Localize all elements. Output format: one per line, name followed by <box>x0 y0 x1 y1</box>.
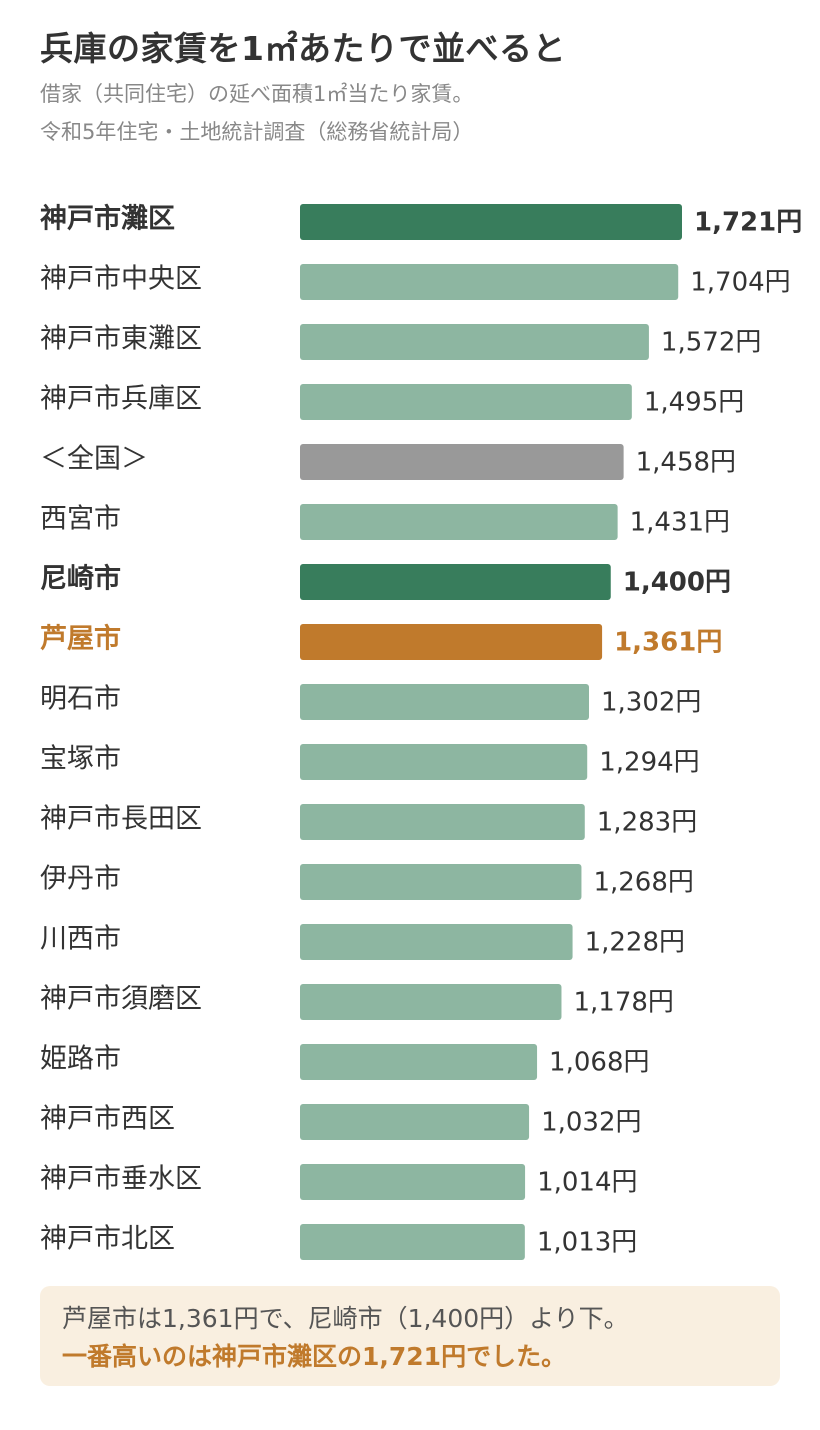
category-label: 神戸市垂水区 <box>40 1164 202 1195</box>
category-label: 神戸市長田区 <box>40 804 202 835</box>
bar <box>300 1104 530 1140</box>
chart-subtitle: 借家（共同住宅）の延べ面積1㎡当たり家賃。 <box>40 82 474 106</box>
bar <box>300 204 682 240</box>
value-label: 1,361円 <box>614 628 722 658</box>
value-label: 1,294円 <box>599 748 699 778</box>
bar <box>300 504 618 540</box>
value-label: 1,458円 <box>636 448 736 478</box>
bar <box>300 804 585 840</box>
category-label: 西宮市 <box>40 504 121 535</box>
category-label: 伊丹市 <box>40 864 121 895</box>
summary-note: 芦屋市は1,361円で、尼崎市（1,400円）より下。 一番高いのは神戸市灘区の… <box>40 1286 780 1386</box>
bar <box>300 1044 538 1080</box>
value-label: 1,721円 <box>694 208 802 238</box>
bar <box>300 444 624 480</box>
category-label: 神戸市須磨区 <box>40 984 202 1015</box>
bar <box>300 984 562 1020</box>
value-label: 1,178円 <box>573 988 673 1018</box>
value-label: 1,431円 <box>630 508 730 538</box>
chart-title: 兵庫の家賃を1㎡あたりで並べると <box>40 29 566 68</box>
bar <box>300 744 588 780</box>
bar <box>300 264 679 300</box>
value-label: 1,032円 <box>541 1108 641 1138</box>
value-label: 1,704円 <box>690 268 790 298</box>
bar <box>300 324 649 360</box>
value-label: 1,268円 <box>593 868 693 898</box>
value-label: 1,283円 <box>597 808 697 838</box>
value-label: 1,400円 <box>623 568 731 598</box>
category-label: 神戸市西区 <box>40 1104 175 1135</box>
value-label: 1,014円 <box>537 1168 637 1198</box>
bar <box>300 1224 525 1260</box>
bar <box>300 924 573 960</box>
bar <box>300 1164 526 1200</box>
bar <box>300 384 632 420</box>
category-label: 芦屋市 <box>40 623 121 655</box>
category-label: 姫路市 <box>40 1044 121 1075</box>
category-label: ＜全国＞ <box>40 444 148 475</box>
category-label: 神戸市灘区 <box>40 203 175 235</box>
value-label: 1,013円 <box>537 1228 637 1258</box>
note-line-2: 一番高いのは神戸市灘区の1,721円でした。 <box>62 1342 567 1371</box>
chart-source: 令和5年住宅・土地統計調査（総務省統計局） <box>40 120 474 144</box>
value-label: 1,495円 <box>644 388 744 418</box>
category-label: 明石市 <box>40 684 121 715</box>
category-label: 宝塚市 <box>40 744 121 775</box>
note-line-1: 芦屋市は1,361円で、尼崎市（1,400円）より下。 <box>62 1304 629 1333</box>
bar <box>300 624 603 660</box>
category-label: 尼崎市 <box>40 563 121 595</box>
value-label: 1,572円 <box>661 328 761 358</box>
category-label: 神戸市北区 <box>40 1224 175 1255</box>
bar <box>300 564 611 600</box>
value-label: 1,302円 <box>601 688 701 718</box>
category-label: 川西市 <box>40 924 121 955</box>
value-label: 1,068円 <box>549 1048 649 1078</box>
value-label: 1,228円 <box>585 928 685 958</box>
bar <box>300 864 582 900</box>
category-label: 神戸市中央区 <box>40 264 202 295</box>
category-label: 神戸市兵庫区 <box>40 384 202 415</box>
category-label: 神戸市東灘区 <box>40 324 202 355</box>
bar <box>300 684 589 720</box>
